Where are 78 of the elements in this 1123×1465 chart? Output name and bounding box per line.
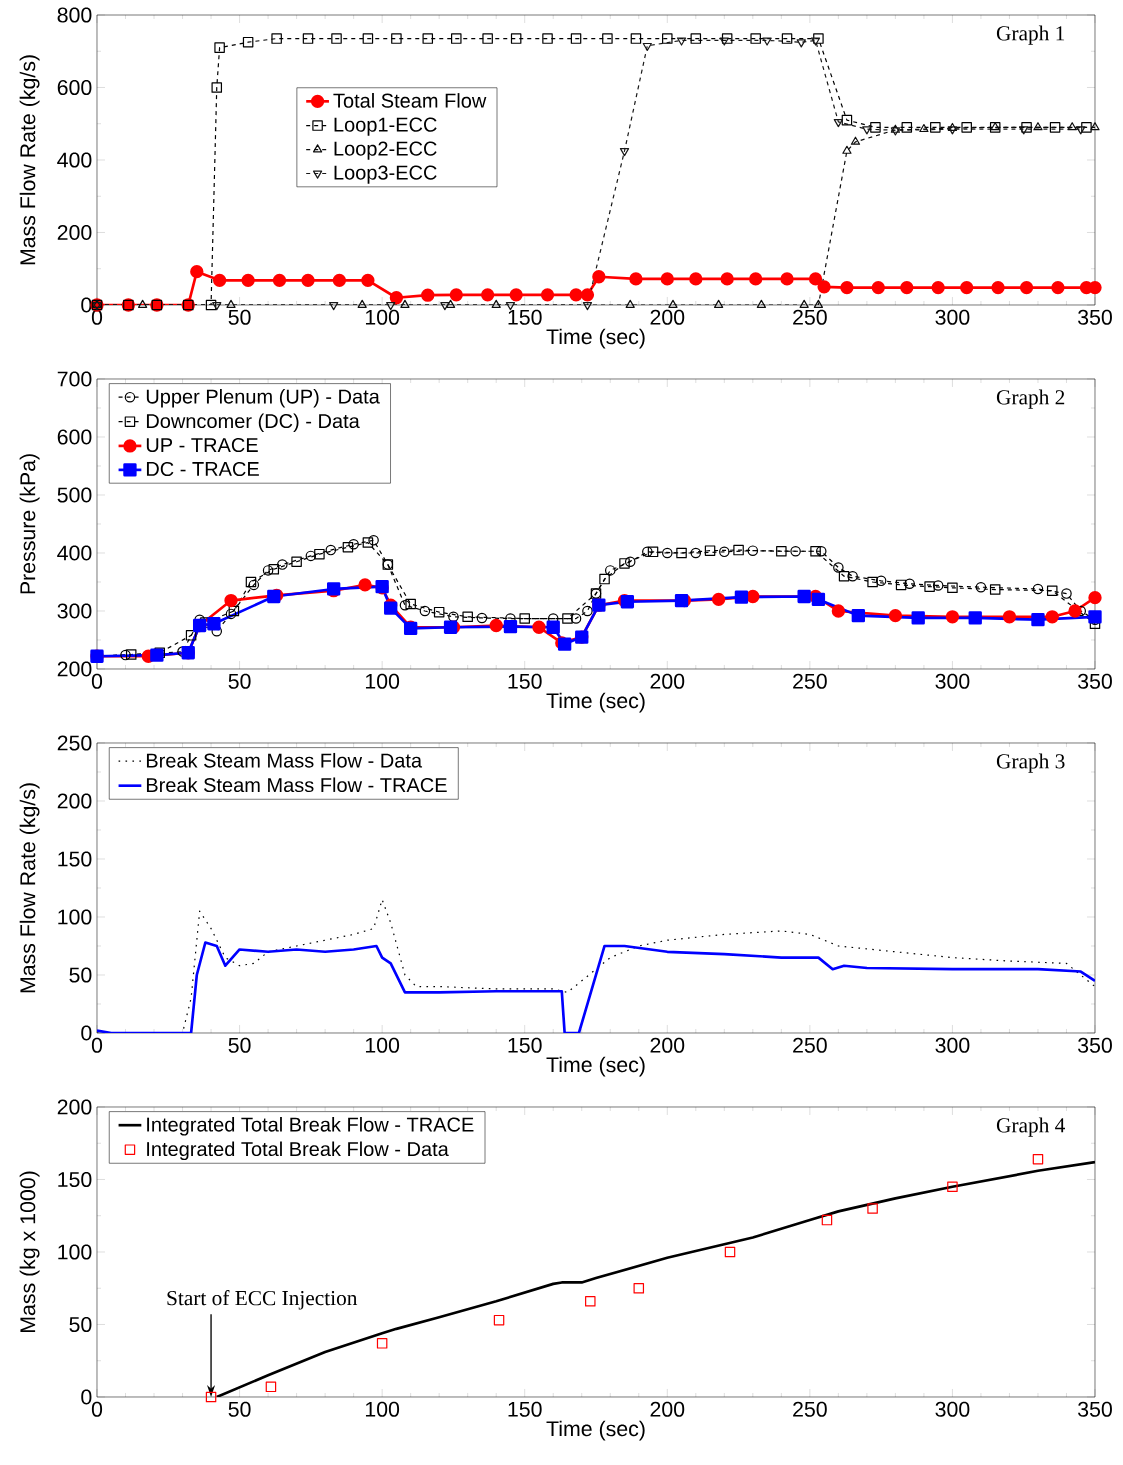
legend-label: Upper Plenum (UP) - Data <box>146 388 380 408</box>
legend-label: Break Steam Mass Flow - Data <box>146 752 423 768</box>
x-tick-label: 250 <box>793 309 827 325</box>
chart-title: Graph 3 <box>996 753 1065 773</box>
y-axis-title: Mass Flow Rate (kg/s) <box>19 783 40 993</box>
x-tick-label: 250 <box>793 1401 827 1417</box>
legend-label: DC - TRACE <box>146 461 259 477</box>
x-tick-label: 300 <box>935 309 970 325</box>
x-tick-label: 200 <box>650 1401 685 1417</box>
x-tick-label: 250 <box>793 1037 827 1053</box>
legend-label: Loop1-ECC <box>334 117 437 136</box>
x-tick-label: 150 <box>508 309 542 325</box>
y-tick-label: 200 <box>57 224 92 241</box>
x-tick-label: 100 <box>365 309 400 325</box>
x-tick-label: 50 <box>228 673 251 689</box>
x-tick-label: 100 <box>365 1037 400 1053</box>
y-tick-label: 250 <box>57 735 92 751</box>
x-tick-label: 350 <box>1078 309 1112 325</box>
legend-label: UP - TRACE <box>146 437 258 453</box>
y-tick-label: 400 <box>57 152 92 168</box>
x-tick-label: 0 <box>91 673 103 689</box>
x-tick-label: 150 <box>508 1037 542 1053</box>
x-axis-title: Time (sec) <box>546 692 645 713</box>
x-tick-label: 200 <box>650 309 685 325</box>
x-tick-label: 50 <box>228 309 251 325</box>
y-tick-label: 0 <box>81 1025 92 1041</box>
annotation: Start of ECC Injection <box>167 1290 358 1310</box>
x-axis-title: Time (sec) <box>546 1056 645 1077</box>
x-axis-title: Time (sec) <box>546 1420 645 1441</box>
x-tick-label: 100 <box>365 673 400 689</box>
x-tick-label: 50 <box>228 1037 251 1053</box>
y-tick-label: 150 <box>58 1171 92 1188</box>
x-tick-label: 300 <box>935 1037 970 1053</box>
x-tick-label: 250 <box>793 673 827 689</box>
x-tick-label: 50 <box>228 1401 251 1417</box>
legend-label: Downcomer (DC) - Data <box>146 413 360 433</box>
y-axis-title: Mass Flow Rate (kg/s) <box>19 55 40 265</box>
y-axis-title: Mass (kg x 1000) <box>19 1171 40 1333</box>
x-tick-label: 0 <box>91 1037 103 1053</box>
x-tick-label: 100 <box>365 1401 400 1417</box>
y-tick-label: 200 <box>57 661 92 677</box>
y-tick-label: 600 <box>57 429 92 445</box>
x-tick-label: 350 <box>1078 1401 1112 1417</box>
y-tick-label: 500 <box>57 487 92 503</box>
legend-label: Integrated Total Break Flow - Data <box>147 1141 449 1161</box>
legend-label: Integrated Total Break Flow - TRACE <box>147 1116 474 1136</box>
y-tick-label: 700 <box>57 371 92 387</box>
y-tick-label: 50 <box>69 967 92 983</box>
legend-label: Total Steam Flow <box>333 93 487 108</box>
x-tick-label: 150 <box>508 673 542 689</box>
x-tick-label: 0 <box>91 1401 103 1417</box>
x-axis-title: Time (sec) <box>546 328 645 349</box>
x-tick-label: 350 <box>1078 1037 1112 1053</box>
y-tick-label: 50 <box>69 1316 92 1333</box>
x-tick-label: 150 <box>508 1401 542 1417</box>
legend-label: Loop2-ECC <box>334 141 437 160</box>
x-tick-label: 350 <box>1078 673 1112 689</box>
legend-label: Break Steam Mass Flow - TRACE <box>146 777 447 793</box>
x-tick-label: 300 <box>935 673 970 689</box>
y-tick-label: 150 <box>58 851 92 867</box>
chart-title: Graph 2 <box>996 389 1065 409</box>
y-tick-label: 0 <box>81 297 92 313</box>
y-tick-label: 200 <box>57 793 92 809</box>
y-tick-label: 400 <box>57 545 92 561</box>
y-tick-label: 600 <box>57 79 92 96</box>
y-tick-label: 200 <box>57 1099 92 1115</box>
y-tick-label: 800 <box>57 7 92 23</box>
chart-title: Graph 4 <box>996 1117 1066 1137</box>
y-tick-label: 0 <box>81 1389 92 1405</box>
y-tick-label: 100 <box>58 1244 92 1260</box>
y-tick-label: 100 <box>58 909 92 925</box>
legend-label: Loop3-ECC <box>334 165 437 184</box>
x-tick-label: 300 <box>935 1401 970 1417</box>
x-tick-label: 200 <box>650 673 685 689</box>
x-tick-label: 200 <box>650 1037 685 1053</box>
y-axis-title: Pressure (kPa) <box>19 454 40 594</box>
chart-title: Graph 1 <box>996 25 1065 45</box>
y-tick-label: 300 <box>57 603 92 619</box>
